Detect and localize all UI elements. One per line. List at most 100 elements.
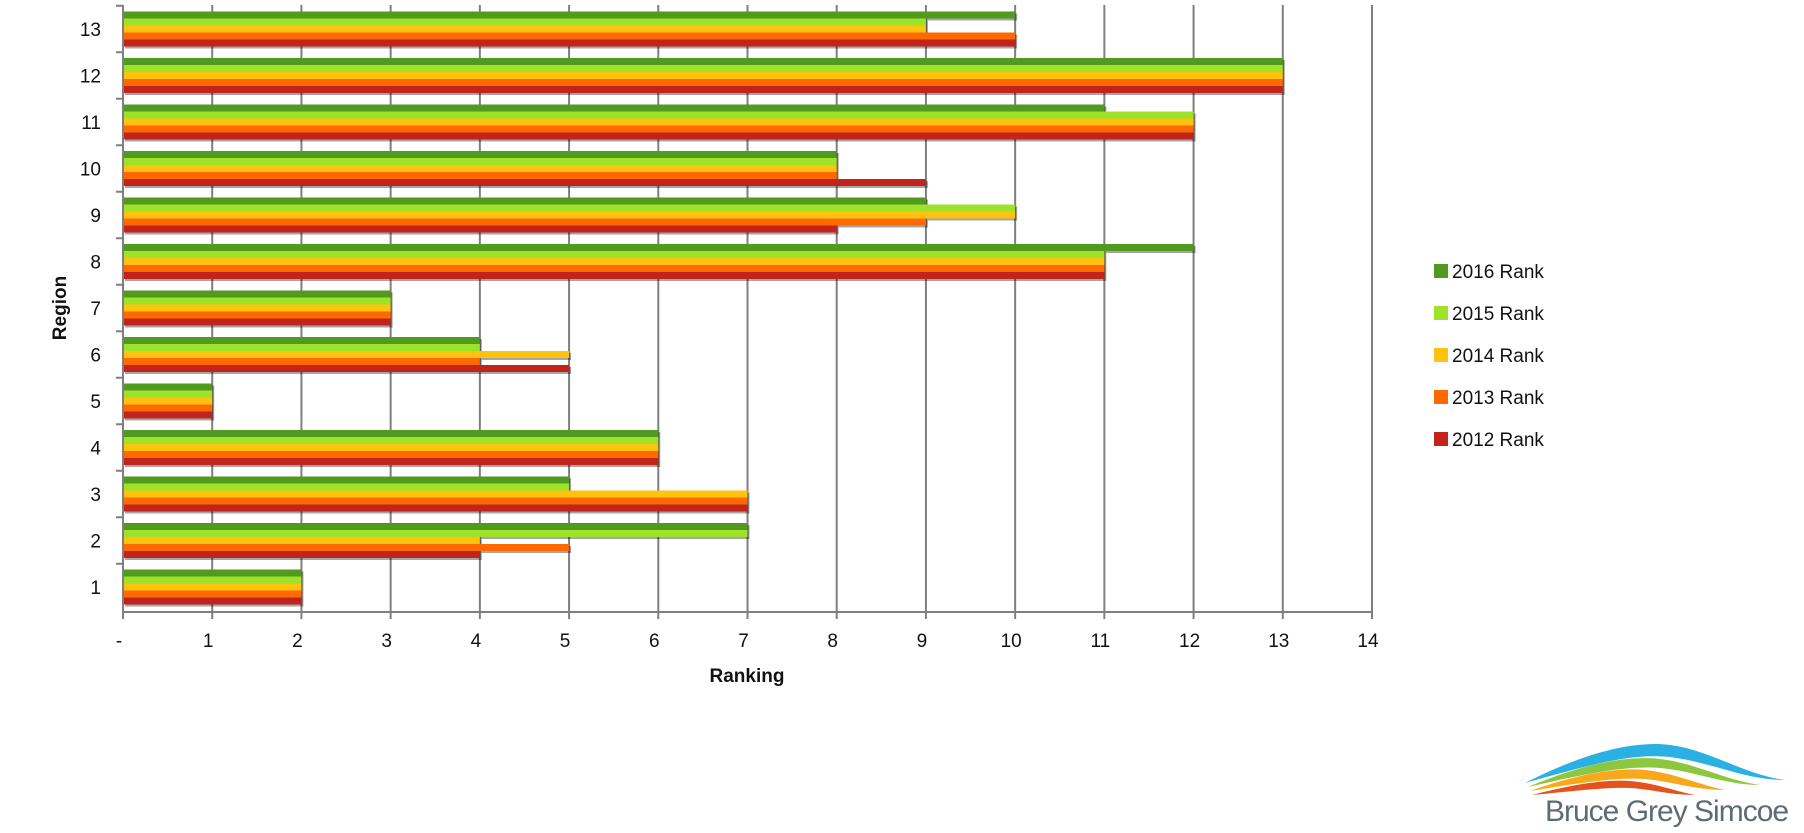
bar-region-8-2016-rank [123, 244, 1194, 251]
legend-entry-label: 2014 Rank [1452, 346, 1544, 367]
bar-region-3-2014-rank [123, 490, 748, 498]
wave-swoosh-icon [1525, 744, 1785, 795]
bar-region-13-2016-rank [123, 11, 1016, 19]
bar-region-5-2012-rank [123, 411, 213, 419]
bar-region-12-2013-rank [123, 79, 1283, 86]
bar-region-1-2013-rank [123, 590, 302, 598]
bar-region-13-2012-rank [123, 39, 1016, 47]
y-tick-label-region-13: 13 [80, 20, 101, 41]
bar-region-6-2013-rank [123, 358, 480, 365]
bar-region-13-2015-rank [123, 18, 926, 26]
bar-region-11-2014-rank [123, 118, 1194, 126]
bar-region-6-2014-rank [123, 351, 570, 358]
x-tick-label: 14 [1357, 631, 1379, 652]
bar-region-11-2012-rank [123, 132, 1194, 140]
bars [123, 11, 1285, 607]
x-tick-label: 13 [1268, 631, 1289, 652]
bar-region-12-2015-rank [123, 65, 1283, 72]
bar-region-1-2015-rank [123, 576, 302, 584]
bar-region-11-2015-rank [123, 111, 1194, 119]
bar-region-3-2016-rank [123, 476, 570, 484]
y-axis-title: Region [50, 276, 71, 340]
bar-region-10-2016-rank [123, 151, 837, 158]
x-tick-label: 9 [917, 631, 928, 652]
x-tick-label: 4 [471, 631, 482, 652]
bar-region-12-2016-rank [123, 58, 1283, 65]
legend-entry-label: 2013 Rank [1452, 388, 1544, 409]
bar-region-10-2015-rank [123, 158, 837, 165]
legend-swatch [1434, 306, 1448, 320]
bar-region-6-2012-rank [123, 365, 570, 372]
bar-region-7-2013-rank [123, 311, 391, 319]
x-axis-title: Ranking [710, 666, 785, 687]
legend: 2016 Rank 2015 Rank 2014 Rank 2013 Rank 2012… [1434, 262, 1544, 451]
bar-region-7-2015-rank [123, 297, 391, 305]
x-tick-label: 7 [738, 631, 749, 652]
bar-region-9-2015-rank [123, 204, 1016, 212]
bar-region-9-2012-rank [123, 225, 837, 233]
bar-region-9-2013-rank [123, 218, 926, 226]
bar-region-11-2016-rank [123, 104, 1105, 112]
y-tick-label-region-7: 7 [90, 299, 101, 320]
x-tick-label: 8 [827, 631, 838, 652]
bar-region-9-2016-rank [123, 197, 926, 205]
legend-entry-label: 2015 Rank [1452, 304, 1544, 325]
y-tick-label-region-5: 5 [90, 392, 101, 413]
bar-region-10-2012-rank [123, 179, 926, 186]
bar-region-8-2014-rank [123, 258, 1105, 265]
bar-region-6-2016-rank [123, 337, 480, 344]
bar-region-1-2012-rank [123, 597, 302, 605]
bar-region-7-2014-rank [123, 304, 391, 312]
legend-swatch [1434, 348, 1448, 362]
bar-region-9-2014-rank [123, 211, 1016, 219]
y-tick-label-region-3: 3 [90, 485, 101, 506]
bar-region-8-2012-rank [123, 272, 1105, 279]
bar-region-13-2014-rank [123, 25, 926, 33]
bar-region-4-2014-rank [123, 444, 659, 451]
bar-region-11-2013-rank [123, 125, 1194, 133]
x-tick-label: - [116, 631, 122, 652]
x-tick-label: 1 [203, 631, 214, 652]
x-tick-label: 11 [1090, 631, 1110, 652]
bar-region-10-2014-rank [123, 165, 837, 172]
bar-region-4-2013-rank [123, 451, 659, 458]
bar-region-2-2015-rank [123, 530, 748, 537]
logo-text: Bruce Grey Simcoe [1545, 795, 1789, 828]
bar-region-5-2013-rank [123, 404, 213, 412]
x-tick-label: 6 [649, 631, 660, 652]
x-tick-label: 12 [1179, 631, 1200, 652]
bar-region-12-2012-rank [123, 86, 1283, 93]
bar-region-10-2013-rank [123, 172, 837, 179]
x-tick-label: 10 [1001, 631, 1022, 652]
bar-region-5-2015-rank [123, 390, 213, 398]
y-tick-label-region-2: 2 [90, 532, 101, 553]
legend-entry-label: 2016 Rank [1452, 262, 1544, 283]
bar-region-4-2015-rank [123, 437, 659, 444]
legend-entry-label: 2012 Rank [1452, 430, 1544, 451]
y-tick-label-region-10: 10 [80, 160, 101, 181]
legend-swatch [1434, 432, 1448, 446]
bar-region-4-2012-rank [123, 458, 659, 465]
bar-region-3-2013-rank [123, 497, 748, 505]
legend-swatch [1434, 264, 1448, 278]
x-tick-label: 5 [560, 631, 571, 652]
y-tick-label-region-9: 9 [90, 206, 101, 227]
bar-region-8-2013-rank [123, 265, 1105, 272]
x-tick-label: 2 [292, 631, 303, 652]
legend-swatch [1434, 390, 1448, 404]
bar-region-7-2012-rank [123, 318, 391, 326]
y-tick-label-region-11: 11 [81, 113, 101, 134]
bar-region-2-2016-rank [123, 523, 748, 530]
y-tick-label-region-6: 6 [90, 346, 101, 367]
x-tick-label: 3 [381, 631, 392, 652]
bar-region-7-2016-rank [123, 290, 391, 298]
y-tick-label-region-1: 1 [90, 578, 101, 599]
bar-region-5-2016-rank [123, 383, 213, 391]
bar-region-5-2014-rank [123, 397, 213, 405]
bar-region-8-2015-rank [123, 251, 1105, 258]
bar-region-4-2016-rank [123, 430, 659, 437]
bar-region-2-2014-rank [123, 537, 480, 544]
